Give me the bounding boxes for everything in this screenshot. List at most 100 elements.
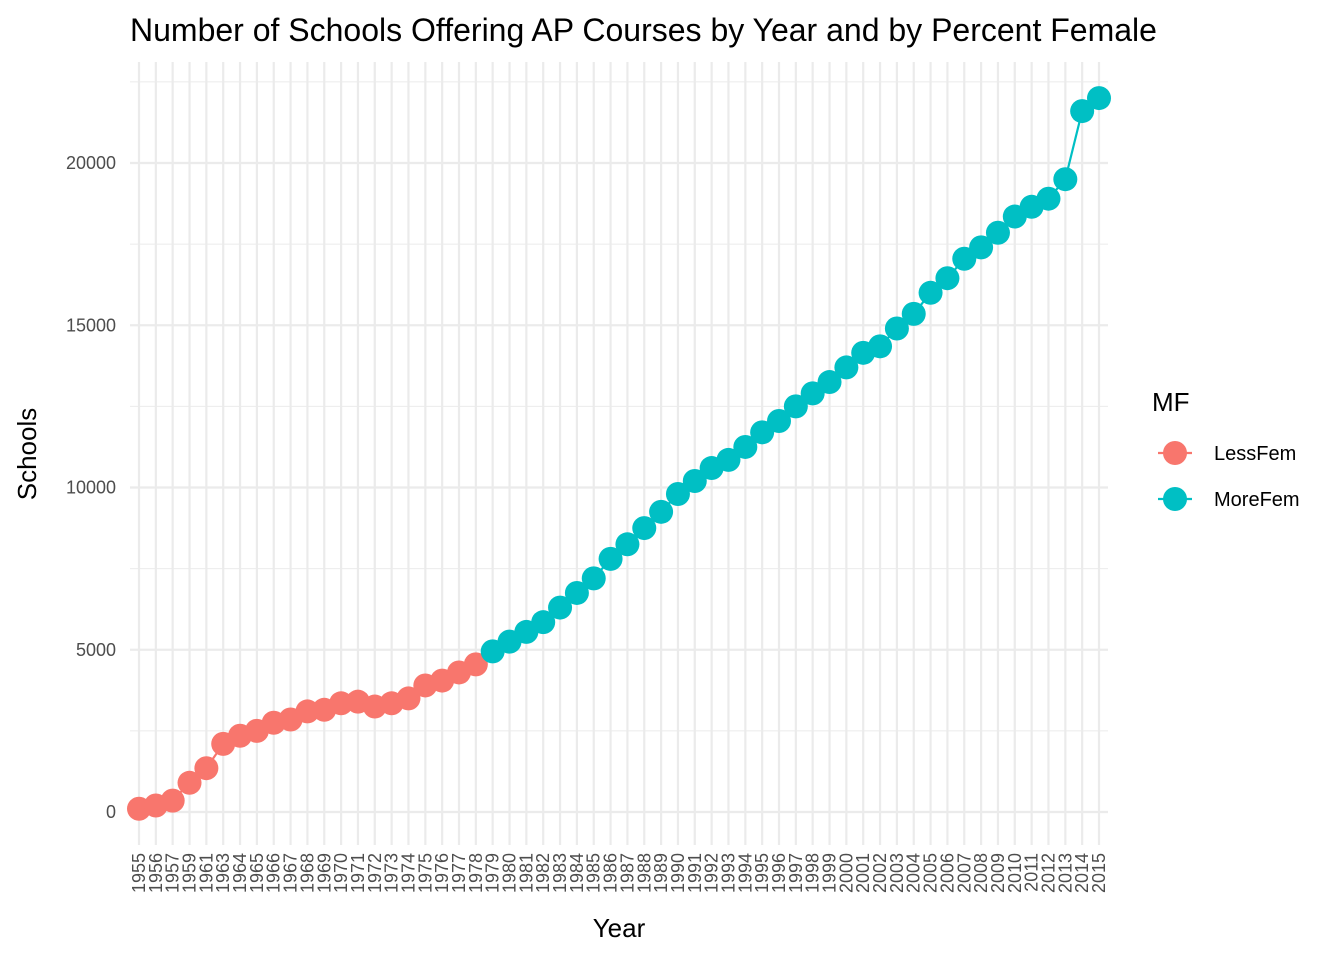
x-tick-label: 1984 [567,853,587,893]
y-tick-label: 10000 [66,478,116,498]
data-point-MoreFem-1998 [800,381,825,406]
x-tick-label: 1983 [550,853,570,893]
x-tick-label: 2013 [1055,853,1075,893]
data-point-MoreFem-1986 [598,546,623,571]
x-tick-label: 1956 [146,853,166,893]
y-tick-label: 5000 [76,640,116,660]
x-tick-label: 1999 [820,853,840,893]
data-point-MoreFem-2003 [884,316,909,341]
x-tick-label: 1997 [786,853,806,893]
chart-title: Number of Schools Offering AP Courses by… [130,12,1157,48]
data-point-MoreFem-1991 [682,469,707,494]
x-tick-label: 2008 [971,853,991,893]
x-tick-label: 1977 [449,853,469,893]
x-tick-label: 1968 [297,853,317,893]
x-tick-label: 1987 [617,853,637,893]
data-point-MoreFem-1989 [649,499,674,524]
x-tick-label: 1976 [432,853,452,893]
legend-items: LessFem MoreFem [1158,441,1300,511]
x-tick-label: 2007 [954,853,974,893]
legend-label-MoreFem: MoreFem [1214,489,1300,511]
x-tick-label: 1971 [348,853,368,893]
x-axis-title: Year [593,913,646,943]
series-points [127,86,1111,821]
x-tick-label: 2009 [988,853,1008,893]
data-point-MoreFem-2002 [868,334,893,359]
x-tick-label: 2015 [1089,853,1109,893]
x-tick-label: 2001 [853,853,873,893]
data-point-LessFem-1978 [463,652,488,677]
legend-title: MF [1152,387,1190,417]
x-tick-label: 1957 [163,853,183,893]
data-point-MoreFem-2005 [918,280,943,305]
series-lines [138,97,1100,810]
x-tick-label: 1982 [533,853,553,893]
data-point-MoreFem-1985 [581,566,606,591]
data-point-MoreFem-1999 [817,370,842,395]
data-point-LessFem-1961 [194,756,219,781]
x-tick-label: 2000 [836,853,856,893]
data-point-MoreFem-1984 [564,580,589,605]
data-point-MoreFem-2012 [1036,186,1061,211]
x-tick-label: 2010 [1005,853,1025,893]
x-tick-label: 1975 [415,853,435,893]
data-point-MoreFem-1996 [767,408,791,433]
legend-key-point-MoreFem [1163,487,1187,511]
x-tick-label: 2005 [921,853,941,893]
x-tick-label: 1996 [769,853,789,893]
x-tick-label: 2014 [1072,853,1092,893]
legend: MF LessFem MoreFem [1152,387,1300,511]
x-tick-label: 1965 [247,853,267,893]
data-point-MoreFem-2009 [985,220,1010,245]
x-tick-label: 1986 [601,853,621,893]
data-point-LessFem-1974 [396,686,421,711]
x-tick-label: 1970 [331,853,351,893]
x-tick-label: 1955 [129,853,149,893]
data-point-MoreFem-2014 [1070,99,1095,124]
x-tick-label: 1981 [516,853,536,893]
data-point-MoreFem-2008 [969,235,994,260]
x-tick-label: 1994 [735,853,755,893]
x-tick-label: 1964 [230,853,250,893]
x-tick-label: 1961 [196,853,216,893]
x-tick-label: 2012 [1038,853,1058,893]
x-tick-label: 1966 [264,853,284,893]
data-point-MoreFem-1982 [531,610,556,635]
x-tick-label: 2004 [904,853,924,893]
data-point-MoreFem-2007 [952,246,977,271]
data-point-MoreFem-1995 [750,420,775,445]
x-tick-label: 1990 [668,853,688,893]
x-tick-label: 1973 [382,853,402,893]
x-tick-label: 1993 [718,853,738,893]
x-tick-label: 1988 [634,853,654,893]
data-point-MoreFem-2000 [834,355,859,380]
data-point-MoreFem-2004 [901,301,926,326]
data-point-LessFem-1959 [177,770,202,795]
x-tick-label: 1979 [483,853,503,893]
x-tick-label: 1985 [584,853,604,893]
y-tick-label: 0 [106,802,116,822]
data-point-MoreFem-1983 [548,595,573,620]
data-point-MoreFem-1987 [615,532,640,557]
data-point-MoreFem-1990 [665,481,690,506]
x-tick-label: 2011 [1022,853,1042,892]
x-tick-label: 2003 [887,853,907,893]
data-point-LessFem-1957 [160,788,185,813]
data-point-MoreFem-1994 [733,434,758,459]
data-point-MoreFem-1988 [632,516,657,541]
legend-label-LessFem: LessFem [1214,443,1296,465]
data-point-MoreFem-1997 [783,394,808,419]
x-tick-label: 1978 [466,853,486,893]
y-tick-label: 15000 [66,315,116,335]
data-point-MoreFem-2015 [1087,86,1111,111]
x-tick-label: 1998 [803,853,823,893]
x-tick-label: 1992 [702,853,722,893]
data-point-MoreFem-2006 [935,266,960,291]
x-tick-label: 1969 [314,853,334,893]
x-tick-label: 1974 [398,853,418,893]
y-axis-title: Schools [12,408,42,501]
data-point-MoreFem-1993 [716,447,741,472]
x-tick-label: 1980 [500,853,520,893]
data-point-MoreFem-2013 [1053,167,1078,192]
